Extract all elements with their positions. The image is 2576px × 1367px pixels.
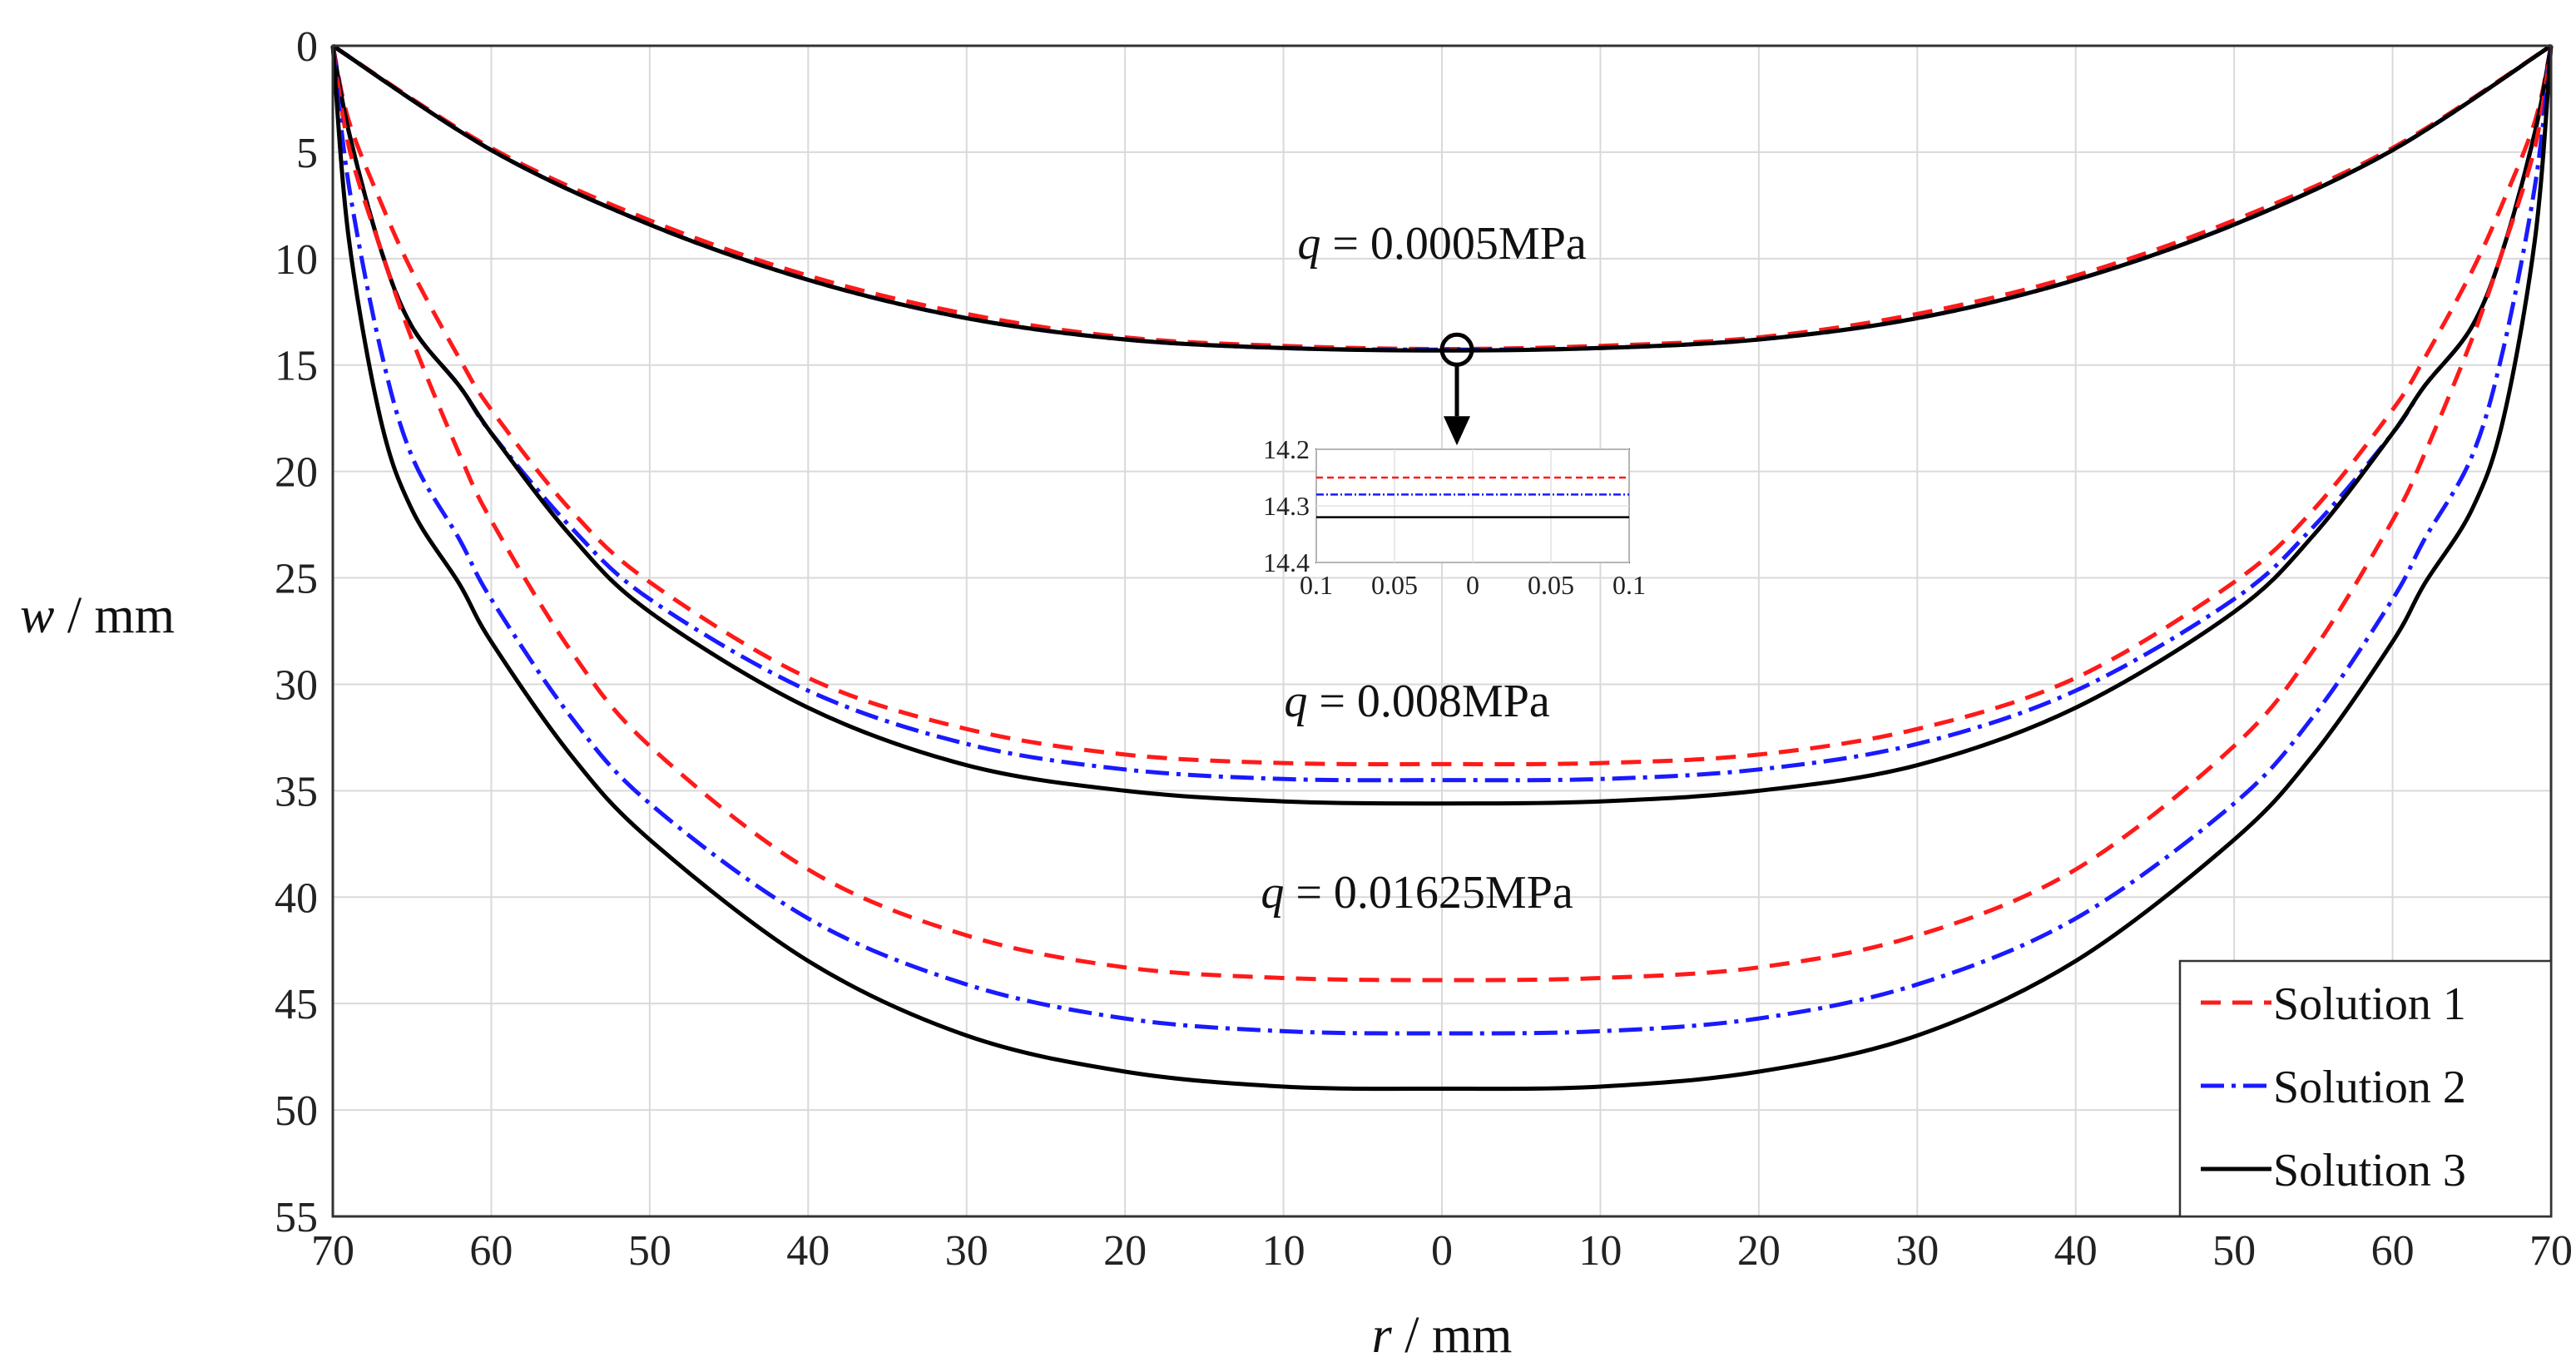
- load-label-3: q = 0.01625MPa: [1261, 867, 1573, 919]
- curve-solution-1-load-3: [330, 45, 2554, 983]
- load-label-2: q = 0.008MPa: [1284, 676, 1550, 727]
- curve-solution-2-load-3: [330, 45, 2554, 1036]
- x-tick-label: 60: [469, 1227, 513, 1275]
- x-tick-label: 30: [1895, 1227, 1939, 1275]
- x-tick-label: 30: [945, 1227, 988, 1275]
- x-tick-label: 50: [628, 1227, 671, 1275]
- x-tick-label: 70: [2529, 1227, 2573, 1275]
- curve-solution-1-load-2: [330, 45, 2554, 766]
- curve-solution-3-load-2: [330, 45, 2554, 806]
- x-tick-label: 60: [2371, 1227, 2415, 1275]
- legend-label-1: Solution 1: [2273, 978, 2466, 1030]
- x-tick-label: 40: [2054, 1227, 2098, 1275]
- load-label-value: = 0.01625MPa: [1284, 867, 1573, 919]
- x-axis-unit: / mm: [1392, 1307, 1513, 1364]
- legend-label-2: Solution 2: [2273, 1062, 2466, 1113]
- y-tick-label: 15: [275, 343, 318, 390]
- x-axis-title: r / mm: [1372, 1307, 1513, 1364]
- x-tick-label: 20: [1103, 1227, 1147, 1275]
- curve-solution-3-load-3: [330, 45, 2554, 1092]
- y-tick-label: 45: [275, 981, 318, 1028]
- zoom-marker: [1439, 332, 1474, 446]
- x-tick-label: 40: [786, 1227, 830, 1275]
- y-tick-label: 35: [275, 768, 318, 815]
- load-label-variable: q: [1284, 676, 1307, 727]
- y-tick-label: 50: [275, 1087, 318, 1135]
- load-label-value: = 0.0005MPa: [1320, 218, 1587, 270]
- y-tick-label: 5: [296, 130, 318, 177]
- zoom-arrow-head: [1444, 416, 1470, 446]
- y-axis-variable: w: [20, 587, 54, 644]
- load-label-variable: q: [1261, 867, 1284, 919]
- x-tick-label: 20: [1737, 1227, 1781, 1275]
- inset-y-tick-label: 14.2: [1263, 434, 1310, 464]
- y-tick-label: 20: [275, 449, 318, 497]
- x-tick-label: 70: [311, 1227, 354, 1275]
- y-axis-title: w / mm: [20, 587, 175, 644]
- y-tick-label: 10: [275, 236, 318, 284]
- x-tick-label: 50: [2212, 1227, 2256, 1275]
- y-tick-label: 55: [275, 1194, 318, 1241]
- y-tick-label: 30: [275, 661, 318, 709]
- y-axis-unit: / mm: [54, 587, 175, 644]
- inset-x-tick-label: 0.1: [1612, 570, 1646, 600]
- y-tick-label: 25: [275, 556, 318, 603]
- legend: Solution 1 Solution 2 Solution 3: [2178, 959, 2553, 1218]
- x-tick-label: 10: [1262, 1227, 1305, 1275]
- inset-zoom-plot: 0.1 0.05 0 0.05 0.1 14.2 14.3 14.4: [1263, 434, 1646, 600]
- inset-x-tick-label: 0.05: [1528, 570, 1574, 600]
- y-tick-labels: 0 5 10 15 20 25 30 35 40 45 50 55: [275, 23, 318, 1241]
- plot-frame: [331, 44, 2553, 1218]
- x-tick-label: 0: [1431, 1227, 1453, 1275]
- load-label-1: q = 0.0005MPa: [1297, 218, 1587, 270]
- legend-label-3: Solution 3: [2273, 1145, 2466, 1196]
- load-label-variable: q: [1297, 218, 1320, 270]
- y-tick-label: 40: [275, 874, 318, 922]
- x-tick-labels: 70 60 50 40 30 20 10 0 10 20 30 40 50 60 70: [311, 1227, 2573, 1275]
- inset-x-tick-label: 0.05: [1371, 570, 1418, 600]
- y-tick-label: 0: [296, 23, 318, 71]
- inset-x-tick-label: 0: [1466, 570, 1479, 600]
- load-label-value: = 0.008MPa: [1307, 676, 1550, 727]
- inset-y-tick-label: 14.4: [1263, 547, 1310, 577]
- x-tick-label: 10: [1578, 1227, 1622, 1275]
- inset-x-tick-label: 0.1: [1300, 570, 1333, 600]
- x-axis-variable: r: [1372, 1307, 1393, 1364]
- inset-y-tick-label: 14.3: [1263, 491, 1310, 521]
